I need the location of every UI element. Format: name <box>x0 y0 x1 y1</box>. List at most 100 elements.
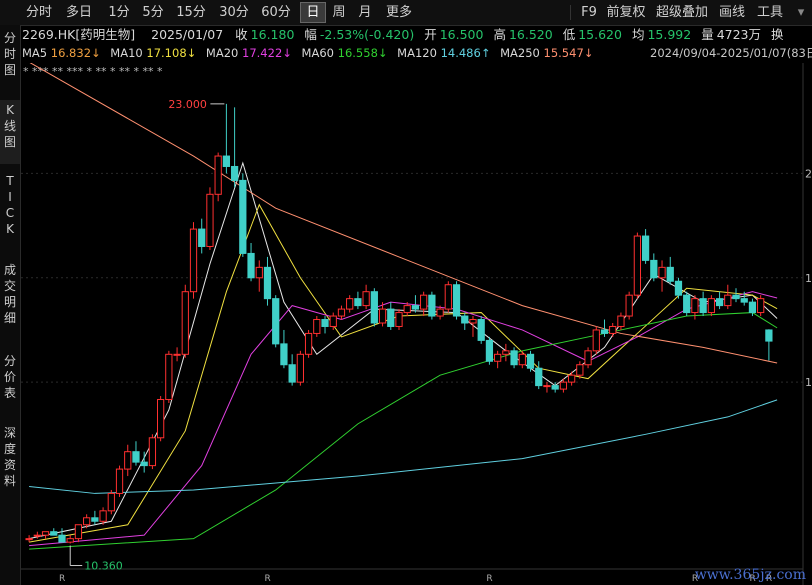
ma120-value: 14.486↑ <box>440 46 491 60</box>
candle-body <box>41 531 50 536</box>
candle-body <box>452 284 461 317</box>
candle-body <box>559 381 568 390</box>
candle-body <box>354 298 362 307</box>
sidebar-item-price-table[interactable]: 分价表 <box>3 354 16 400</box>
candle-body <box>206 193 214 247</box>
low-price: 15.620 <box>578 27 622 42</box>
candle-body <box>740 298 748 303</box>
close-price: 16.180 <box>250 27 295 42</box>
candle-body <box>526 353 535 369</box>
candle-body <box>428 294 436 317</box>
quote-info-line: 2269.HK[药明生物] 2025/01/07 收 16.180 幅 -2.53%… <box>22 27 784 42</box>
ma250-value: 15.547↓ <box>543 46 594 60</box>
tab-weekly[interactable]: 周 <box>332 5 346 20</box>
candle-body <box>387 308 395 327</box>
candle-body <box>74 524 83 540</box>
candle-body <box>411 305 420 310</box>
candle-body <box>296 353 304 383</box>
candle-body <box>288 364 296 383</box>
candle-body <box>58 534 66 543</box>
candle-body <box>304 332 313 355</box>
ma20-value: 17.422↓ <box>242 46 292 60</box>
tab-intraday[interactable]: 分时 <box>25 5 52 20</box>
ma10-value: 17.108↓ <box>146 46 197 60</box>
candle-body <box>699 298 707 314</box>
high-price: 16.520 <box>508 27 553 42</box>
quote-date: 2025/01/07 <box>151 27 224 42</box>
r-mark: R <box>692 574 698 584</box>
candle-body <box>124 451 132 470</box>
tab-monthly[interactable]: 月 <box>358 5 372 20</box>
tab-5min[interactable]: 5分 <box>142 5 164 20</box>
tab-daily[interactable]: 日 <box>300 2 326 23</box>
candle-body <box>140 461 148 467</box>
candle-body <box>255 266 263 279</box>
ma60-value: 16.558↓ <box>337 46 388 60</box>
candle-body <box>584 350 592 366</box>
axis-tick-label: 1 <box>805 272 811 285</box>
tab-1min[interactable]: 1分 <box>108 5 130 20</box>
candle-body <box>378 308 387 324</box>
ma-line-ma120 <box>29 399 778 494</box>
candle-body <box>757 298 765 314</box>
candle-body <box>641 235 650 261</box>
tools-button[interactable]: 工具 <box>756 5 783 20</box>
ma-line-ma250 <box>29 63 778 364</box>
watermark: www.365jz.com <box>694 567 806 583</box>
candle-body <box>107 492 115 512</box>
tab-more[interactable]: 更多 <box>385 5 412 20</box>
tab-30min[interactable]: 30分 <box>219 5 249 20</box>
candle-body <box>173 353 181 356</box>
candle-body <box>198 228 206 247</box>
tab-multi-day[interactable]: 多日 <box>65 5 92 20</box>
candle-body <box>469 319 477 324</box>
adjust-button[interactable]: 前复权 <box>606 5 646 20</box>
candle-body <box>189 228 198 293</box>
candle-body <box>567 374 576 383</box>
candle-body <box>91 517 99 522</box>
candle-body <box>592 329 600 352</box>
candle-body <box>214 155 222 195</box>
candle-body <box>748 301 757 314</box>
candle-body <box>683 294 691 314</box>
candle-body <box>485 339 494 362</box>
candle-body <box>115 468 124 494</box>
candle-body <box>165 353 173 401</box>
candle-body <box>543 385 551 388</box>
date-range: 2024/09/04-2025/01/07(83日 <box>650 46 812 60</box>
draw-line-button[interactable]: 画线 <box>718 5 745 20</box>
candle-body <box>518 353 526 366</box>
candle-body <box>362 291 370 307</box>
candle-body <box>765 329 773 342</box>
f9-button[interactable]: F9 <box>581 5 597 20</box>
candle-body <box>148 437 157 467</box>
change-value: -2.53%(-0.420) <box>319 27 415 42</box>
candle-body <box>658 266 666 279</box>
chevron-down-icon[interactable]: ▾ <box>797 5 805 20</box>
candle-body <box>420 294 428 310</box>
candle-body <box>181 291 189 355</box>
candle-body <box>33 534 41 537</box>
candle-body <box>247 252 255 279</box>
candle-body <box>691 298 699 314</box>
candle-body <box>633 235 641 296</box>
candle-body <box>403 305 411 314</box>
event-stars: * *** ** *** * ** * ** * ** * <box>23 65 163 78</box>
overlay-button[interactable]: 超级叠加 <box>655 5 708 20</box>
tab-15min[interactable]: 15分 <box>176 5 206 20</box>
sidebar-item-trades[interactable]: 成交明细 <box>3 263 16 325</box>
sidebar-item-intraday[interactable]: 分时图 <box>3 31 16 77</box>
tab-60min[interactable]: 60分 <box>261 5 291 20</box>
ma-line-ma20 <box>29 291 778 547</box>
sidebar-item-depth[interactable]: 深度资料 <box>3 426 16 488</box>
candle-body <box>494 353 502 362</box>
candle-body <box>263 266 272 300</box>
candle-body <box>313 319 321 334</box>
axis-tick-label: 2 <box>805 167 811 180</box>
candlestick-chart[interactable]: 2 1 1 * *** ** *** * ** * ** * ** * 23.000 10… <box>21 63 811 585</box>
max-price-label: 23.000 <box>168 98 207 111</box>
candle-body <box>674 280 683 296</box>
